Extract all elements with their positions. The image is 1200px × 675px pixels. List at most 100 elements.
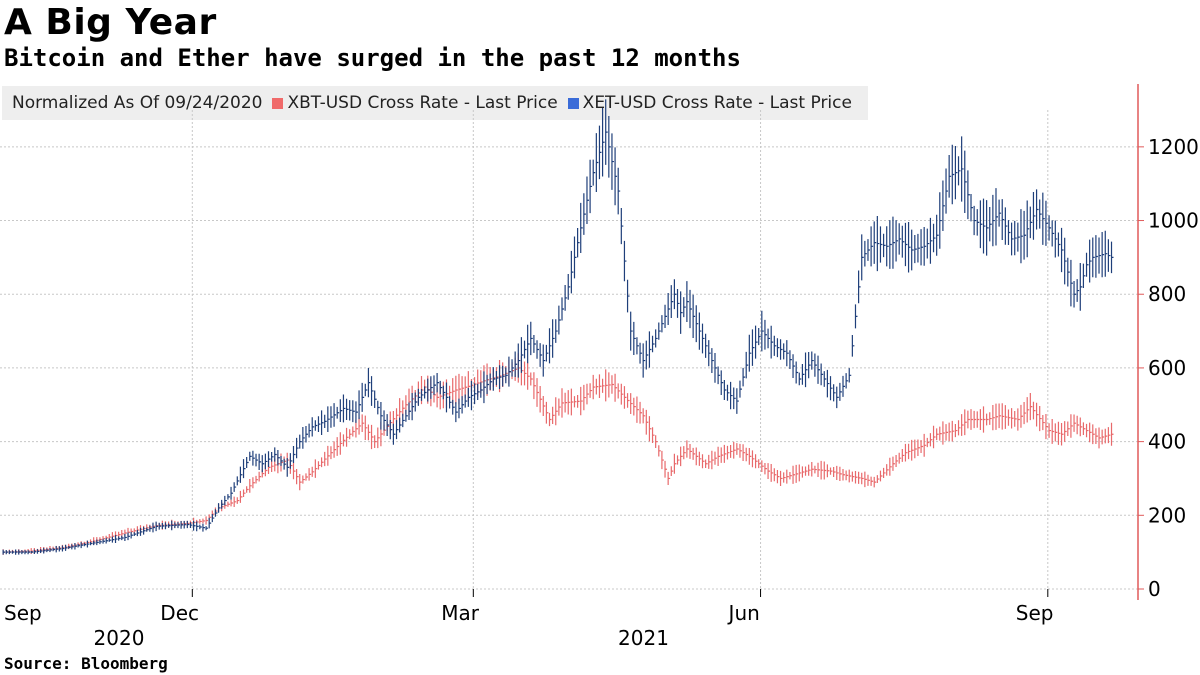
- bar-eth: [189, 522, 193, 528]
- year-label-1: 2021: [618, 626, 669, 650]
- bar-btc: [932, 425, 936, 449]
- bar-eth: [589, 159, 593, 214]
- bar-eth: [227, 494, 230, 500]
- bar-eth: [1020, 209, 1023, 264]
- bar-btc: [1092, 424, 1095, 445]
- bar-eth: [708, 340, 711, 367]
- bar-eth: [601, 107, 605, 177]
- bar-btc: [726, 445, 730, 460]
- bar-eth: [561, 297, 564, 321]
- bar-btc: [620, 383, 624, 405]
- bar-eth: [477, 383, 480, 400]
- bar-eth: [473, 383, 477, 405]
- bar-btc: [886, 464, 889, 476]
- bar-eth: [783, 343, 786, 360]
- bar-btc: [948, 422, 952, 441]
- bar-eth: [892, 216, 895, 269]
- bar-eth: [961, 136, 964, 202]
- bar-eth: [592, 159, 596, 186]
- bar-eth: [1076, 279, 1080, 302]
- bar-btc: [957, 420, 961, 436]
- bar-eth: [464, 394, 468, 408]
- bar-eth: [1029, 206, 1033, 239]
- bar-btc: [561, 388, 564, 418]
- bar-eth: [152, 522, 155, 533]
- bar-eth: [8, 550, 12, 555]
- bar-eth: [605, 99, 608, 165]
- bar-btc: [258, 471, 262, 482]
- bar-eth: [711, 348, 714, 373]
- bar-btc: [558, 398, 561, 416]
- bar-eth: [292, 446, 296, 464]
- bar-eth: [742, 367, 746, 387]
- bar-eth: [948, 155, 952, 198]
- bar-btc: [358, 417, 362, 435]
- bar-eth: [951, 144, 955, 205]
- bar-btc: [345, 427, 349, 447]
- bar-btc: [964, 409, 967, 436]
- bar-eth: [836, 386, 839, 409]
- bar-eth: [645, 340, 649, 370]
- bar-btc: [811, 461, 814, 477]
- bar-eth: [867, 239, 870, 261]
- bar-eth: [926, 228, 930, 259]
- bar-btc: [870, 476, 874, 486]
- bar-btc: [779, 470, 783, 487]
- bar-eth: [93, 540, 96, 546]
- bar-eth: [614, 147, 618, 206]
- bar-eth: [258, 453, 262, 471]
- bar-eth: [283, 458, 287, 470]
- bar-eth: [845, 373, 849, 389]
- bar-eth: [680, 291, 683, 334]
- bar-eth: [121, 535, 124, 541]
- bar-eth: [842, 375, 845, 397]
- bar-btc: [764, 462, 767, 475]
- bar-btc: [530, 372, 533, 386]
- bar-eth: [417, 388, 421, 406]
- bar-eth: [923, 226, 927, 266]
- bar-eth: [939, 192, 942, 249]
- bar-eth: [24, 550, 27, 555]
- bar-eth: [246, 457, 249, 468]
- bar-eth: [617, 167, 621, 215]
- bar-btc: [324, 451, 327, 467]
- bar-eth: [11, 550, 15, 554]
- bar-eth: [811, 351, 814, 370]
- bar-eth: [1032, 192, 1036, 240]
- bar-eth: [986, 200, 989, 256]
- bar-eth: [124, 533, 127, 541]
- bar-eth: [449, 396, 452, 409]
- bar-eth: [573, 236, 577, 279]
- bar-btc: [651, 427, 655, 444]
- bar-btc: [349, 429, 352, 440]
- bar-btc: [361, 414, 365, 433]
- bar-eth: [289, 453, 293, 469]
- bar-btc: [961, 414, 964, 436]
- bar-eth: [639, 342, 643, 364]
- bar-btc: [979, 409, 983, 430]
- bar-btc: [798, 464, 802, 482]
- bar-eth: [920, 229, 924, 266]
- bar-btc: [1035, 402, 1039, 427]
- bar-eth: [380, 401, 383, 430]
- bar-btc: [945, 424, 949, 441]
- bar-eth: [458, 398, 461, 419]
- bar-eth: [442, 385, 446, 400]
- bar-eth: [505, 367, 508, 384]
- bar-eth: [889, 220, 892, 269]
- bar-btc: [954, 424, 958, 438]
- bar-eth: [133, 532, 137, 536]
- bar-btc: [698, 451, 702, 466]
- bar-eth: [1067, 257, 1070, 287]
- bar-eth: [164, 522, 168, 530]
- bar-eth: [489, 373, 493, 390]
- bar-btc: [339, 432, 343, 455]
- bar-btc: [633, 397, 636, 416]
- bar-eth: [1001, 199, 1005, 241]
- bar-btc: [595, 378, 599, 395]
- bar-btc: [639, 401, 643, 424]
- bar-eth: [661, 315, 664, 333]
- bar-eth: [455, 402, 458, 423]
- bar-eth: [658, 322, 661, 340]
- ytick-label-1000: 1000: [1148, 209, 1199, 233]
